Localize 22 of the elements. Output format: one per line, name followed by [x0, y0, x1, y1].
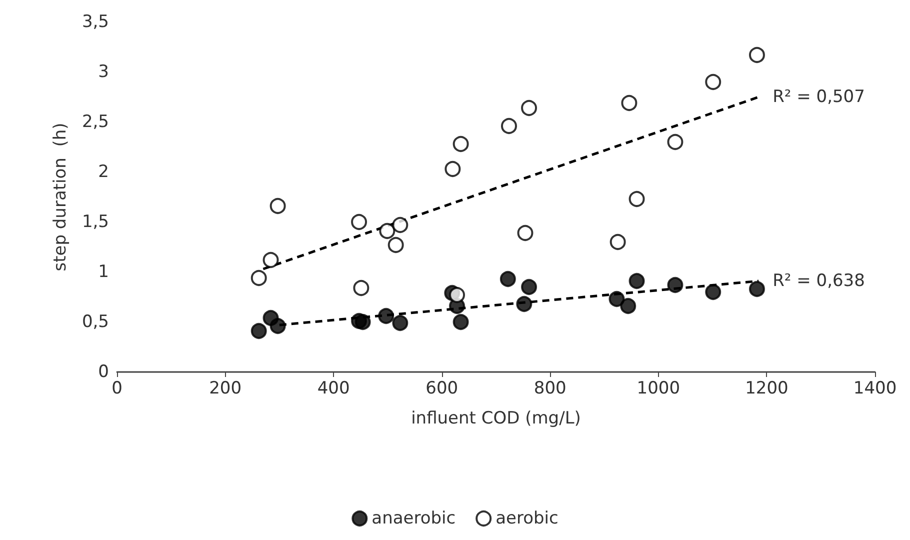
annotation: R² = 0,507 [772, 87, 865, 107]
y-tick-label: 0 [98, 362, 109, 382]
y-tick-label: 2 [98, 162, 109, 182]
legend-label: anaerobic [372, 508, 456, 528]
x-tick-label: 1200 [745, 378, 788, 398]
y-tick-label: 2,5 [82, 112, 109, 132]
x-tick-label: 0 [112, 378, 122, 398]
y-tick-label: 3 [98, 62, 109, 82]
x-axis-title: influent COD (mg/L) [411, 408, 581, 428]
y-tick-label: 3,5 [82, 12, 109, 32]
x-tick-label: 200 [209, 378, 242, 398]
x-tick-label: 600 [426, 378, 458, 398]
y-tick-label: 1,5 [82, 212, 109, 232]
x-tick-label: 1000 [636, 378, 680, 398]
y-tick-label: 0,5 [82, 312, 109, 332]
y-tick-label: 1 [98, 262, 109, 282]
x-tick-label: 400 [317, 378, 350, 398]
annotation: R² = 0,638 [772, 271, 865, 291]
legend-label: aerobic [496, 508, 558, 528]
x-tick-label: 1400 [853, 378, 897, 398]
x-tick-label: 800 [534, 378, 566, 398]
y-axis-title: step duration (h) [50, 122, 70, 272]
